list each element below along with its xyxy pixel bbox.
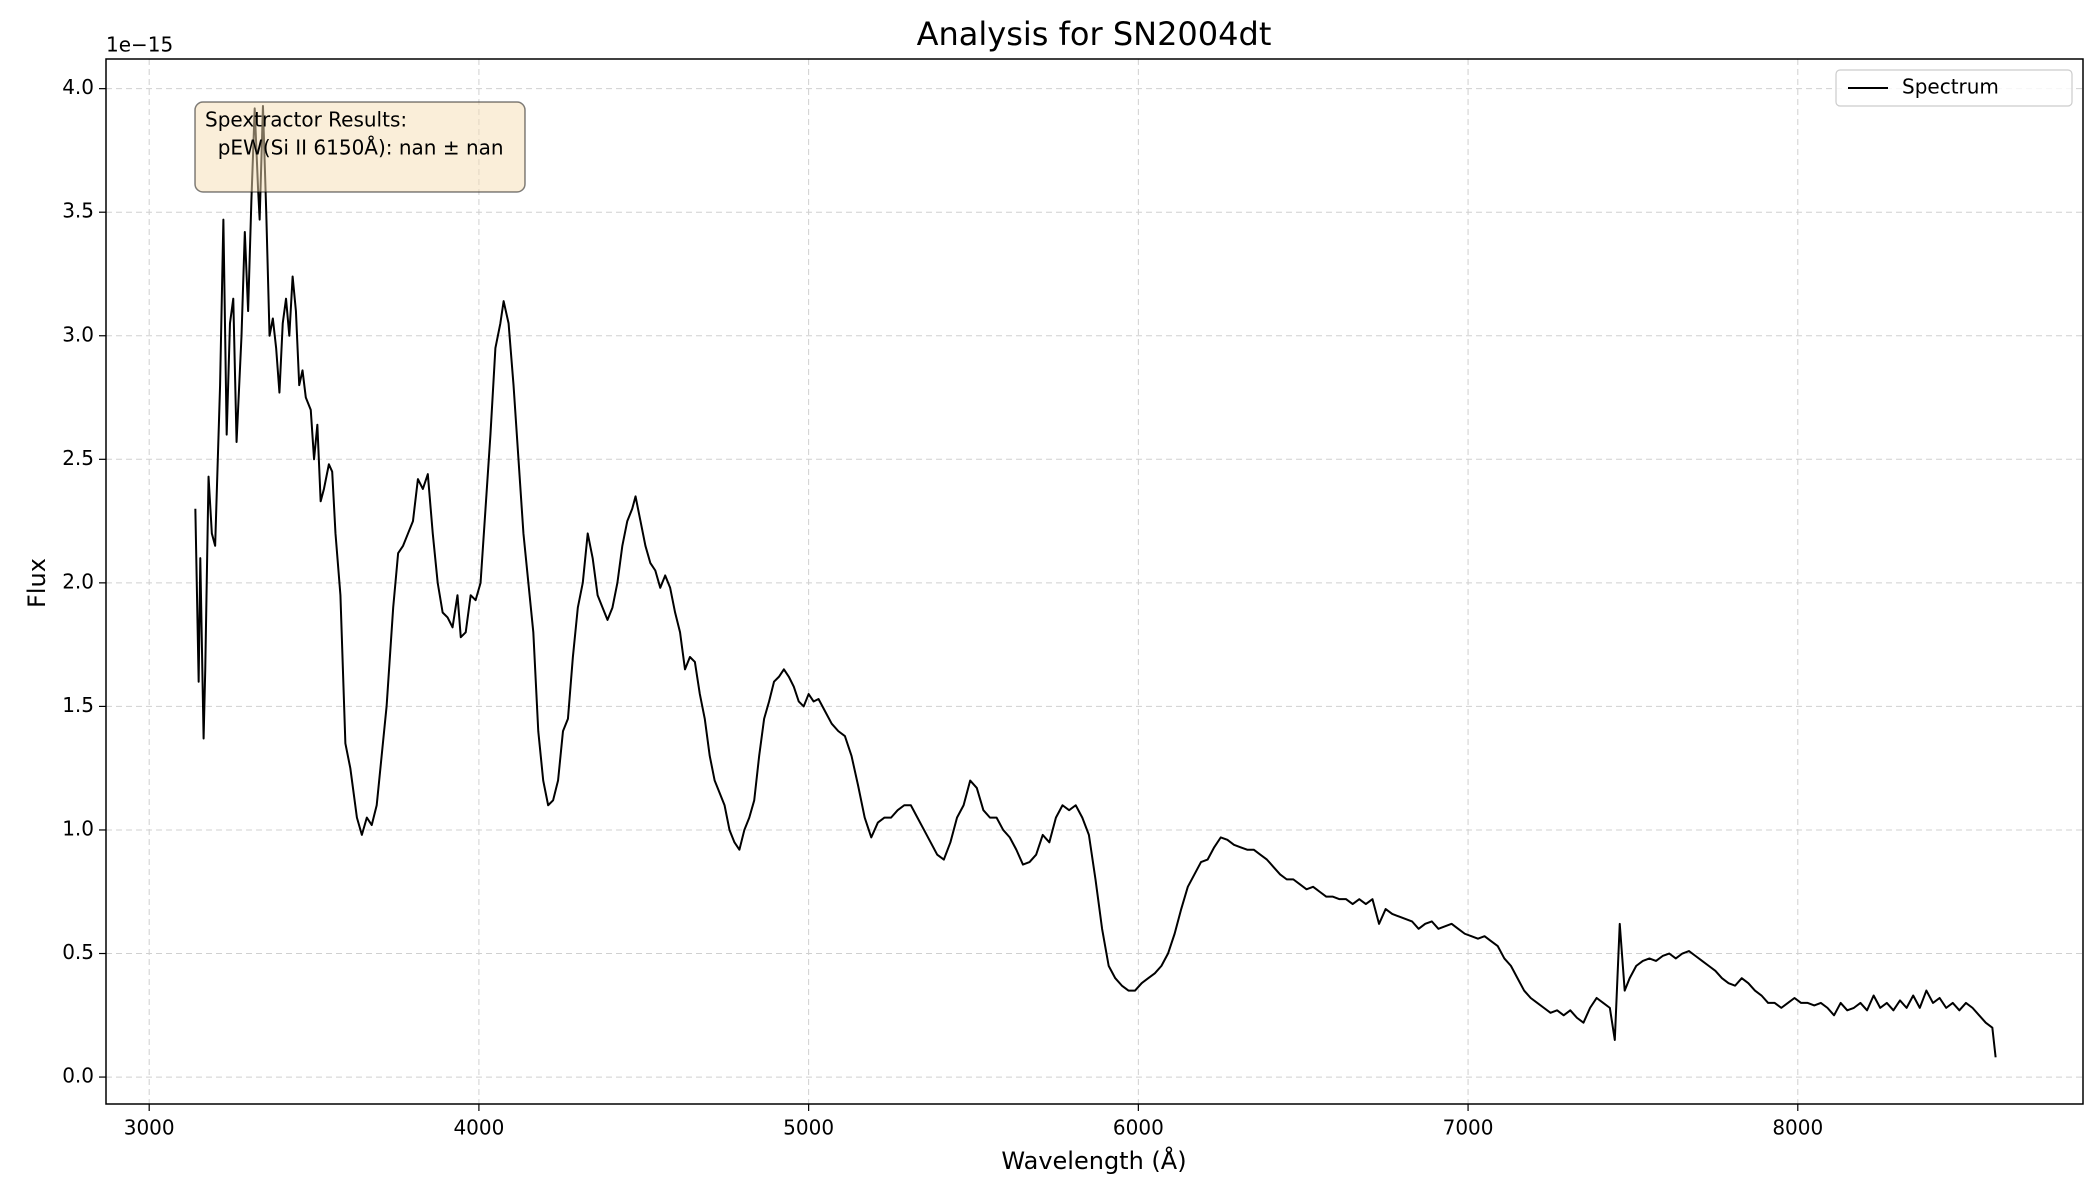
y-tick-label: 3.0 [62,322,94,346]
y-tick-label: 3.5 [62,199,94,223]
legend-label: Spectrum [1902,75,1999,99]
annotation: Spextractor Results: pEW(Si II 6150Å): n… [194,101,526,193]
legend: Spectrum [1835,69,2073,107]
y-tick-label: 0.0 [62,1064,94,1088]
legend-box [1835,69,2073,107]
spectrum-line [194,104,1997,1058]
y-tick-label: 1.5 [62,693,94,717]
x-tick-label: 3000 [124,1116,175,1140]
chart-title: Analysis for SN2004dt [917,15,1272,53]
y-tick-label: 0.5 [62,940,94,964]
axes-frame [105,58,2084,1105]
x-axis-label: Wavelength (Å) [1001,1146,1186,1175]
y-tick-label: 2.0 [62,569,94,593]
annotation-box [194,101,526,193]
y-tick-label: 1.0 [62,816,94,840]
annotation-text: Spextractor Results: [205,108,407,132]
x-tick-label: 5000 [783,1116,834,1140]
x-tick-label: 7000 [1443,1116,1494,1140]
x-tick-label: 4000 [453,1116,504,1140]
x-tick-label: 8000 [1772,1116,1823,1140]
x-tick-label: 6000 [1113,1116,1164,1140]
y-tick-label: 4.0 [62,75,94,99]
y-offset-label: 1e−15 [106,33,173,57]
annotation-text: pEW(Si II 6150Å): nan ± nan [205,136,504,160]
y-tick-label: 2.5 [62,446,94,470]
y-axis-label: Flux [23,558,51,608]
